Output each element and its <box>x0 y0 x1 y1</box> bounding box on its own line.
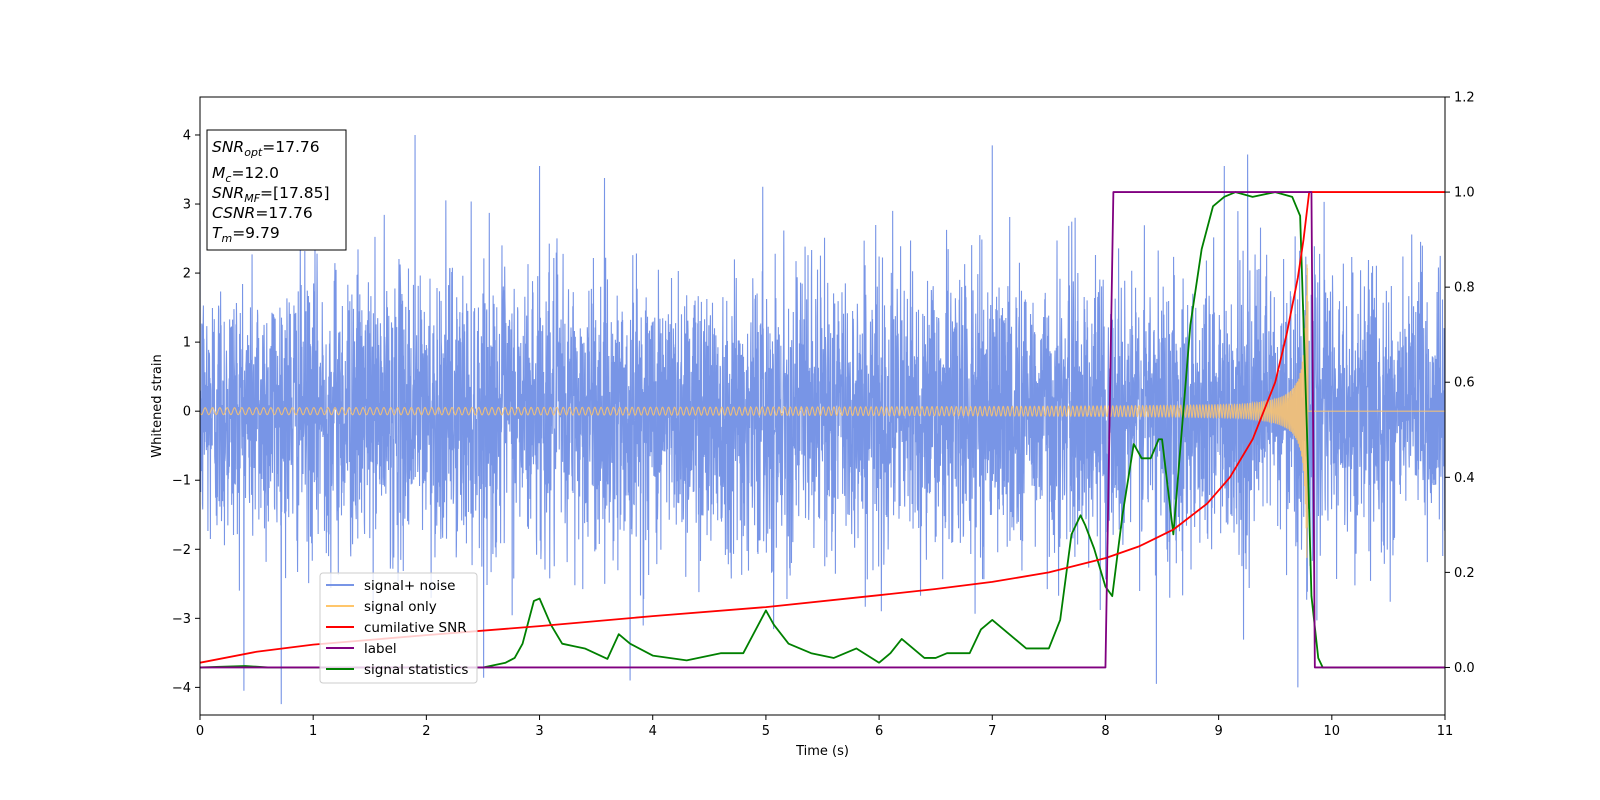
x-tick-label: 5 <box>762 724 770 739</box>
legend-frame <box>319 572 478 684</box>
x-tick-label: 10 <box>1324 724 1341 739</box>
y-tick-label: −1 <box>172 474 191 489</box>
y-tick-label: 3 <box>183 198 191 213</box>
y-tick-label: 0 <box>183 405 191 420</box>
y2-tick-label: 0.8 <box>1454 281 1475 296</box>
legend-label-label: label <box>364 641 397 657</box>
x-tick-label: 1 <box>309 724 317 739</box>
x-tick-label: 9 <box>1214 724 1222 739</box>
ticks-layer: 0 1 2 3 4 5 6 7 8 9 10 11 −4 −3 −2 −1 0 1 2 3 4 0.0 0.2 0.4 0.6 0… <box>172 91 1475 740</box>
x-tick-label: 3 <box>535 724 543 739</box>
x-tick-label: 11 <box>1437 724 1454 739</box>
info-mc: Mc=12.0 <box>212 164 279 185</box>
legend: signal+ noise signal only cumilative SNR… <box>319 572 478 684</box>
legend-entry-cumulative-snr: cumilative SNR <box>326 620 467 636</box>
y-tick-label: 2 <box>183 267 191 282</box>
y2-tick-label: 0.4 <box>1454 471 1475 486</box>
y2-tick-label: 1.2 <box>1454 91 1475 106</box>
y2-tick-label: 1.0 <box>1454 186 1475 201</box>
y2-tick-label: 0.0 <box>1454 661 1475 676</box>
legend-entry-signal-statistics: signal statistics <box>326 662 468 678</box>
legend-label-signal-only: signal only <box>364 599 437 615</box>
y-tick-label: 1 <box>183 336 191 351</box>
series-signal-only <box>200 264 1445 558</box>
series-layer <box>200 134 1445 705</box>
y-tick-label: 4 <box>183 128 191 143</box>
legend-label-cumulative-snr: cumilative SNR <box>364 620 467 636</box>
legend-entry-label: label <box>326 641 397 657</box>
y2-tick-label: 0.2 <box>1454 566 1475 581</box>
legend-label-signal-noise: signal+ noise <box>364 578 455 594</box>
x-tick-label: 2 <box>422 724 430 739</box>
plot-area-frame <box>199 96 1446 716</box>
series-label <box>200 191 1445 669</box>
info-tm: Tm=9.79 <box>212 224 280 245</box>
x-axis-label: Time (s) <box>795 744 849 759</box>
y-tick-label: −2 <box>172 543 191 558</box>
series-signal-statistics <box>200 191 1445 669</box>
x-tick-label: 8 <box>1101 724 1109 739</box>
series-signal-noise <box>200 134 1445 705</box>
info-csnr: CSNR=17.76 <box>212 204 313 222</box>
legend-entry-signal-noise: signal+ noise <box>326 578 455 594</box>
series-cumulative-snr <box>200 191 1445 664</box>
info-box: SNRopt=17.76 Mc=12.0 SNRMF=[17.85] CSNR=… <box>206 129 347 251</box>
legend-entry-signal-only: signal only <box>326 599 437 615</box>
info-snr-mf: SNRMF=[17.85] <box>212 184 330 205</box>
x-tick-label: 6 <box>875 724 883 739</box>
x-tick-label: 4 <box>649 724 657 739</box>
x-tick-label: 0 <box>196 724 204 739</box>
info-snr-opt: SNRopt=17.76 <box>212 138 320 159</box>
legend-label-signal-statistics: signal statistics <box>364 662 468 678</box>
x-tick-label: 7 <box>988 724 996 739</box>
y-tick-label: −4 <box>172 681 191 696</box>
y-axis-label: Whitened strain <box>150 354 165 457</box>
info-box-frame <box>206 129 347 251</box>
y-tick-label: −3 <box>172 612 191 627</box>
y2-tick-label: 0.6 <box>1454 376 1475 391</box>
